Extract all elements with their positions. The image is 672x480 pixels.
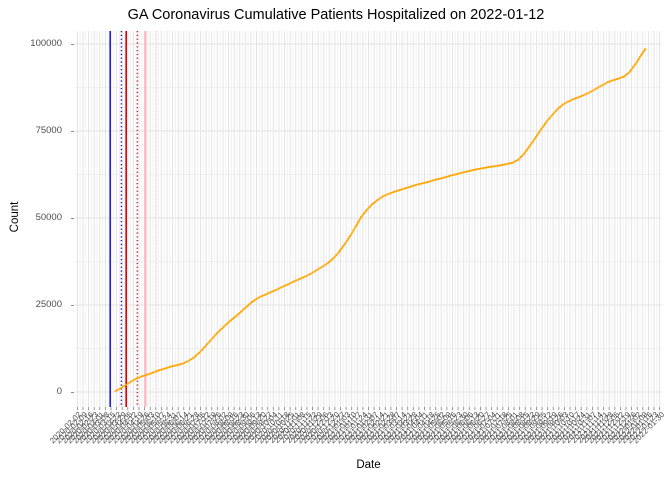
y-tick-label: 50000 bbox=[35, 212, 62, 223]
y-tick-mark bbox=[71, 131, 74, 132]
y-tick-mark bbox=[71, 305, 74, 306]
y-tick-label: 100000 bbox=[30, 38, 62, 49]
plot-panel bbox=[75, 31, 662, 411]
y-tick-mark bbox=[71, 392, 74, 393]
y-tick-mark bbox=[71, 44, 74, 45]
y-tick-label: 25000 bbox=[35, 299, 62, 310]
hospitalization-curve bbox=[114, 48, 647, 392]
chart-title: GA Coronavirus Cumulative Patients Hospi… bbox=[127, 7, 545, 23]
y-tick-label: 0 bbox=[56, 386, 62, 397]
y-tick-label: 75000 bbox=[35, 125, 62, 136]
y-tick-mark bbox=[71, 218, 74, 219]
x-axis-label: Date bbox=[356, 459, 381, 471]
